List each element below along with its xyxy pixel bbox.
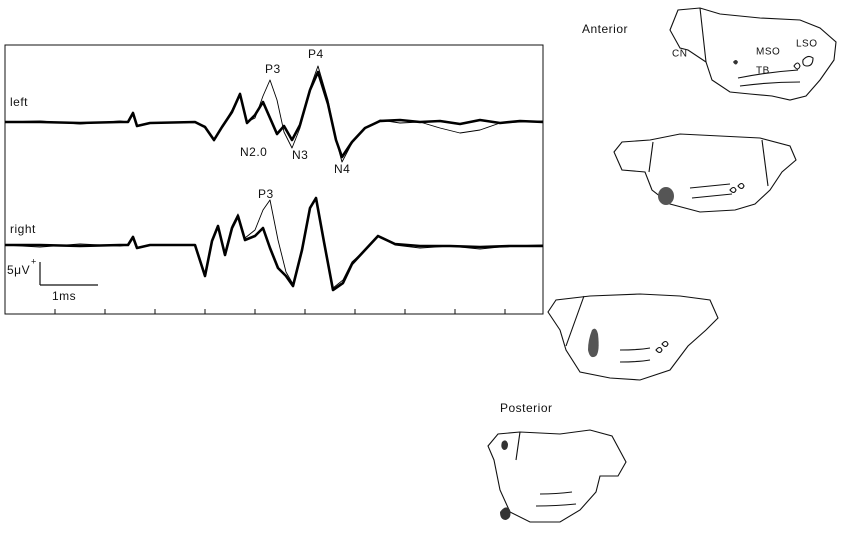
trace-label: right [10, 222, 36, 236]
scale-time: 1ms [52, 289, 76, 303]
nucleus-label: TB [756, 66, 770, 77]
figure: left right P3 P4 N2.0 N3 N4 P3 5μV + 1ms… [0, 0, 844, 534]
trace-label: left [10, 95, 28, 109]
peak-label: N4 [334, 162, 350, 176]
section-posterior-2 [488, 430, 626, 522]
peak-label: P3 [265, 62, 281, 76]
nucleus-label: LSO [796, 39, 818, 50]
peak-label: P3 [258, 187, 274, 201]
section-label: Anterior [582, 22, 628, 36]
time-ticks [55, 309, 505, 314]
peak-label: P4 [308, 47, 324, 61]
peak-label: N2.0 [240, 145, 267, 159]
nucleus-label: MSO [756, 47, 780, 58]
peak-label: N3 [292, 148, 308, 162]
nucleus-label: CN [672, 49, 687, 60]
page: {"traces": { "left": {"label": "left", "… [0, 0, 844, 534]
panel-frame [5, 45, 543, 314]
section-label: Posterior [500, 401, 553, 415]
right-trace-ipsi [5, 198, 543, 288]
scale-voltage: 5μV [7, 263, 30, 277]
section-anterior [670, 8, 836, 100]
section-middle [614, 134, 796, 212]
scale-polarity: + [31, 256, 37, 266]
section-posterior-1 [548, 294, 718, 380]
left-trace [5, 72, 543, 157]
left-trace-ipsi [5, 66, 543, 162]
